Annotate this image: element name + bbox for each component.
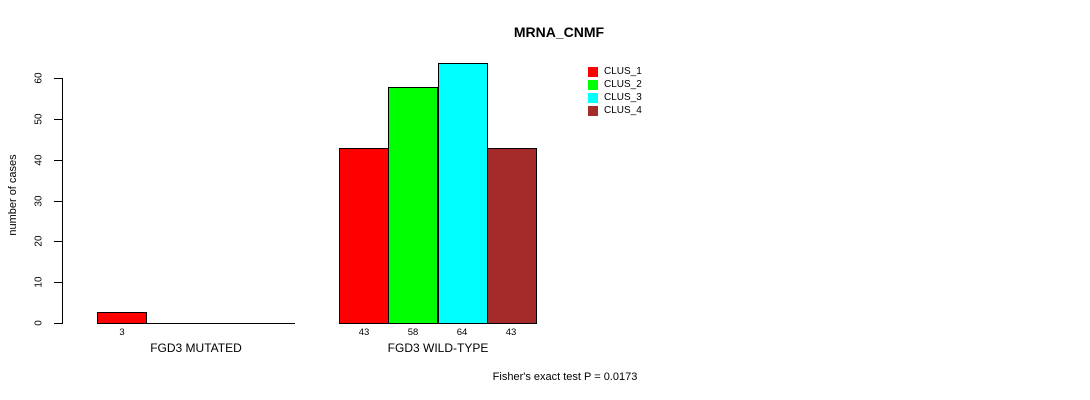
y-axis-tick-label: 10 (33, 276, 45, 288)
y-axis-tick-label: 20 (33, 235, 45, 247)
y-axis-tick (54, 78, 62, 79)
legend-row: CLUS_1 (588, 65, 642, 78)
legend: CLUS_1 CLUS_2 CLUS_3 CLUS_4 (588, 65, 642, 117)
bar-value-label: 3 (119, 327, 125, 338)
legend-label: CLUS_1 (604, 66, 642, 77)
legend-label: CLUS_4 (604, 105, 642, 116)
chart-title: MRNA_CNMF (513, 24, 605, 40)
bar-value-label: 43 (358, 327, 370, 338)
bar-clus_1-2 (339, 148, 389, 324)
group-baseline (97, 323, 295, 324)
y-axis-tick (54, 201, 62, 202)
y-axis-tick-label: 50 (33, 113, 45, 125)
y-axis-tick-label: 0 (33, 320, 45, 326)
bar-clus_4-2 (487, 148, 537, 324)
bar-clus_2-2 (388, 87, 438, 324)
category-label: FGD3 WILD-TYPE (387, 341, 489, 355)
y-axis-tick-label: 60 (33, 72, 45, 84)
legend-swatch-clus_4 (588, 105, 598, 116)
annotation-text: Fisher's exact test P = 0.0173 (492, 371, 638, 383)
legend-row: CLUS_3 (588, 91, 642, 104)
legend-label: CLUS_2 (604, 79, 642, 90)
legend-label: CLUS_3 (604, 92, 642, 103)
y-axis-tick (54, 241, 62, 242)
y-axis-tick-label: 30 (33, 195, 45, 207)
y-axis-label: number of cases (7, 154, 19, 236)
bar-value-label: 43 (505, 327, 517, 338)
y-axis-tick (54, 160, 62, 161)
legend-row: CLUS_2 (588, 78, 642, 91)
y-axis-tick-label: 40 (33, 154, 45, 166)
y-axis-tick (54, 282, 62, 283)
legend-row: CLUS_4 (588, 104, 642, 117)
legend-swatch-clus_3 (588, 92, 598, 103)
bar-value-label: 64 (456, 327, 468, 338)
bar-value-label: 58 (407, 327, 419, 338)
category-label: FGD3 MUTATED (150, 341, 242, 355)
bar-clus_3-2 (438, 63, 488, 324)
bar-clus_1-1 (97, 312, 147, 324)
y-axis-tick (54, 323, 62, 324)
legend-swatch-clus_1 (588, 66, 598, 77)
legend-swatch-clus_2 (588, 79, 598, 90)
y-axis-line (62, 78, 63, 324)
y-axis-tick (54, 119, 62, 120)
